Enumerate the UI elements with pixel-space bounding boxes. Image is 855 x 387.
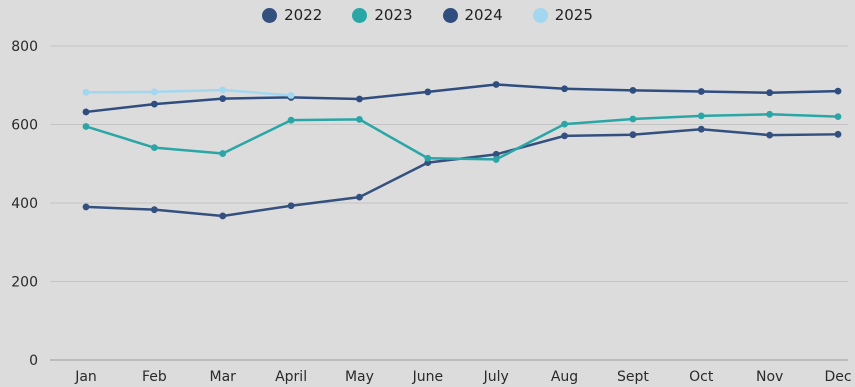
y-tick-label: 600 bbox=[11, 118, 38, 134]
data-point bbox=[766, 110, 774, 118]
y-tick-label: 0 bbox=[29, 353, 38, 369]
series-line bbox=[84, 88, 293, 97]
x-tick-label: Sept bbox=[617, 369, 649, 385]
data-point bbox=[82, 108, 90, 116]
x-tick-label: Feb bbox=[142, 369, 167, 385]
data-point bbox=[766, 89, 774, 97]
data-point bbox=[697, 125, 705, 133]
series-2024 bbox=[82, 81, 842, 116]
x-tick-label: Mar bbox=[210, 369, 237, 385]
data-point bbox=[219, 95, 227, 102]
data-point bbox=[82, 123, 90, 130]
data-point bbox=[834, 87, 842, 95]
x-tick-label: July bbox=[483, 369, 509, 385]
data-point bbox=[492, 81, 500, 88]
data-point bbox=[219, 212, 227, 220]
legend-swatch bbox=[352, 7, 368, 23]
legend-swatch bbox=[532, 7, 548, 23]
legend: 2022 2023 2024 2025 bbox=[0, 6, 855, 24]
series-line bbox=[84, 83, 840, 114]
data-point bbox=[219, 150, 227, 157]
legend-swatch bbox=[442, 7, 458, 23]
data-point bbox=[82, 203, 90, 211]
y-tick-label: 200 bbox=[11, 275, 38, 291]
data-point bbox=[150, 144, 158, 152]
legend-label: 2022 bbox=[284, 6, 323, 24]
data-point bbox=[492, 150, 500, 158]
legend-item-2023[interactable]: 2023 bbox=[352, 6, 413, 24]
data-point bbox=[492, 156, 500, 163]
data-point bbox=[561, 85, 568, 93]
x-tick-label: Dec bbox=[824, 369, 851, 385]
series-2025 bbox=[82, 86, 295, 99]
data-point bbox=[561, 132, 568, 140]
legend-label: 2025 bbox=[554, 6, 593, 24]
data-point bbox=[629, 131, 637, 139]
x-tick-label: June bbox=[412, 369, 444, 385]
data-point bbox=[82, 88, 90, 96]
legend-swatch bbox=[262, 7, 278, 23]
data-point bbox=[424, 88, 432, 96]
y-tick-label: 400 bbox=[11, 196, 38, 212]
data-point bbox=[150, 88, 158, 96]
data-point bbox=[629, 115, 637, 123]
data-point bbox=[150, 206, 158, 214]
data-point bbox=[766, 131, 774, 139]
data-point bbox=[287, 116, 295, 124]
data-point bbox=[629, 86, 637, 94]
x-tick-label: Aug bbox=[551, 369, 578, 385]
y-tick-label: 800 bbox=[11, 39, 38, 55]
x-tick-label: Jan bbox=[74, 369, 97, 385]
data-point bbox=[356, 95, 363, 103]
data-point bbox=[697, 112, 705, 120]
x-tick-label: April bbox=[275, 369, 307, 385]
series-2022 bbox=[82, 125, 842, 220]
series-line bbox=[84, 113, 840, 161]
legend-label: 2023 bbox=[374, 6, 413, 24]
x-tick-label: Oct bbox=[689, 369, 714, 385]
data-point bbox=[150, 100, 158, 108]
data-point bbox=[287, 202, 295, 210]
legend-item-2025[interactable]: 2025 bbox=[532, 6, 593, 24]
legend-item-2022[interactable]: 2022 bbox=[262, 6, 322, 24]
x-tick-label: May bbox=[345, 369, 374, 385]
data-point bbox=[424, 154, 432, 162]
data-point bbox=[219, 86, 227, 94]
data-point bbox=[561, 120, 568, 128]
series-2023 bbox=[82, 110, 842, 163]
data-point bbox=[356, 115, 363, 123]
x-tick-label: Nov bbox=[756, 369, 783, 385]
data-point bbox=[834, 130, 842, 138]
data-point bbox=[834, 113, 842, 121]
data-point bbox=[287, 92, 295, 99]
legend-item-2024[interactable]: 2024 bbox=[442, 6, 503, 24]
data-point bbox=[356, 193, 363, 201]
data-point bbox=[697, 88, 705, 95]
legend-label: 2024 bbox=[464, 6, 503, 24]
